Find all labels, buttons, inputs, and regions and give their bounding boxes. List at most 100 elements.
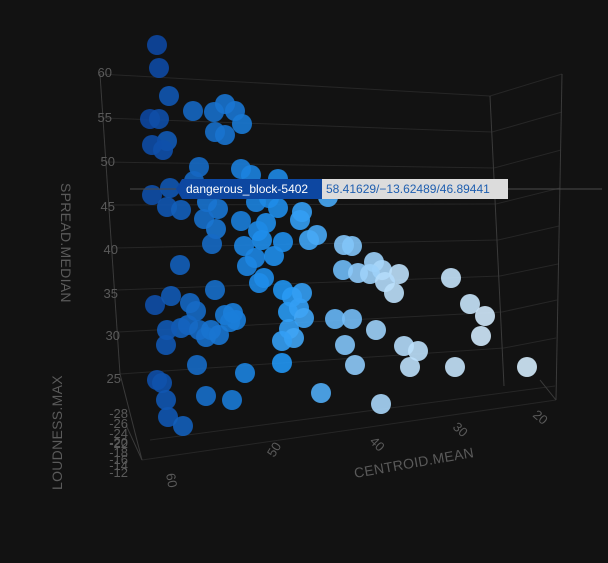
grid-line <box>99 73 491 97</box>
data-point[interactable] <box>292 283 312 303</box>
grid-line <box>115 275 501 291</box>
data-point[interactable] <box>371 394 391 414</box>
x-tick-20: 20 <box>530 407 551 428</box>
data-point[interactable] <box>215 125 235 145</box>
data-point[interactable] <box>183 101 203 121</box>
data-point[interactable] <box>235 363 255 383</box>
data-point[interactable] <box>149 109 169 129</box>
z-tick-45: 45 <box>101 199 115 214</box>
z-tick-60: 60 <box>98 65 112 80</box>
data-point[interactable] <box>460 294 480 314</box>
data-point[interactable] <box>222 390 242 410</box>
grid-line <box>489 73 563 97</box>
z-tick-40: 40 <box>104 242 118 257</box>
data-point[interactable] <box>335 335 355 355</box>
y-tick-28: -28 <box>109 406 128 421</box>
data-point[interactable] <box>471 326 491 346</box>
data-point[interactable] <box>272 353 292 373</box>
grid-line <box>503 337 557 349</box>
hover-value-box <box>322 179 508 199</box>
z-tick-25: 25 <box>107 371 121 386</box>
grid-line <box>149 385 556 441</box>
data-point[interactable] <box>187 355 207 375</box>
x-tick-50: 50 <box>264 439 284 459</box>
grid-line <box>105 161 495 169</box>
data-point[interactable] <box>342 309 362 329</box>
data-point[interactable] <box>161 286 181 306</box>
data-point[interactable] <box>206 219 226 239</box>
data-point[interactable] <box>149 58 169 78</box>
data-point[interactable] <box>231 211 251 231</box>
data-point[interactable] <box>145 295 165 315</box>
x-tick-60: 60 <box>163 472 180 489</box>
data-point[interactable] <box>202 234 222 254</box>
data-point[interactable] <box>333 260 353 280</box>
data-point[interactable] <box>325 309 345 329</box>
data-point[interactable] <box>307 225 327 245</box>
data-point[interactable] <box>360 264 380 284</box>
grid-line <box>555 73 563 401</box>
data-point[interactable] <box>272 331 292 351</box>
y-tick-22: -22 <box>109 436 128 451</box>
data-point[interactable] <box>475 306 495 326</box>
data-point[interactable] <box>408 341 428 361</box>
data-point[interactable] <box>158 407 178 427</box>
data-point[interactable] <box>294 308 314 328</box>
data-point[interactable] <box>156 390 176 410</box>
z-tick-50: 50 <box>101 154 115 169</box>
hover-value-text: 58.41629/−13.62489/46.89441 <box>326 182 490 196</box>
data-point[interactable] <box>384 283 404 303</box>
data-point[interactable] <box>173 416 193 436</box>
grid-line <box>495 187 561 205</box>
data-point[interactable] <box>445 357 465 377</box>
grid-line <box>119 347 505 375</box>
z-axis-ticks: 60 55 50 45 40 35 30 25 <box>98 65 121 386</box>
data-point[interactable] <box>152 373 172 393</box>
data-point[interactable] <box>147 35 167 55</box>
y-tick-16: -16 <box>109 452 128 467</box>
hover-name-text: dangerous_block-5402 <box>186 182 308 196</box>
data-point[interactable] <box>400 357 420 377</box>
grid-line <box>119 373 143 461</box>
data-point[interactable] <box>153 140 173 160</box>
x-tick-40: 40 <box>367 434 388 455</box>
data-point[interactable] <box>252 230 272 250</box>
y-tick-18: -18 <box>109 445 128 460</box>
data-point[interactable] <box>142 185 162 205</box>
data-point[interactable] <box>208 199 228 219</box>
data-point[interactable] <box>366 320 386 340</box>
data-point[interactable] <box>156 335 176 355</box>
grid-line <box>489 95 505 387</box>
data-point[interactable] <box>160 178 180 198</box>
data-point[interactable] <box>232 114 252 134</box>
y-tick-20: -20 <box>109 435 128 450</box>
grid-line <box>499 263 559 277</box>
data-point[interactable] <box>196 386 216 406</box>
data-point[interactable] <box>159 86 179 106</box>
data-point[interactable] <box>264 246 284 266</box>
y-tick-26: -26 <box>109 416 128 431</box>
data-point[interactable] <box>157 320 177 340</box>
data-point[interactable] <box>290 210 310 230</box>
grid-line <box>491 111 563 133</box>
data-point[interactable] <box>254 268 274 288</box>
data-point[interactable] <box>268 198 288 218</box>
data-point[interactable] <box>517 357 537 377</box>
data-point[interactable] <box>342 236 362 256</box>
data-point[interactable] <box>311 383 331 403</box>
grid-line <box>539 379 557 401</box>
hover-tooltip: dangerous_block-5402 58.41629/−13.62489/… <box>130 179 602 199</box>
data-point[interactable] <box>441 268 461 288</box>
grid-line <box>99 73 121 375</box>
data-point[interactable] <box>345 355 365 375</box>
z-tick-30: 30 <box>106 328 120 343</box>
x-axis-title: CENTROID.MEAN <box>353 444 475 481</box>
data-point[interactable] <box>170 255 190 275</box>
data-point[interactable] <box>223 303 243 323</box>
data-point[interactable] <box>205 280 225 300</box>
x-tick-30: 30 <box>450 419 471 440</box>
data-point[interactable] <box>245 248 265 268</box>
z-tick-35: 35 <box>104 286 118 301</box>
data-point[interactable] <box>171 200 191 220</box>
